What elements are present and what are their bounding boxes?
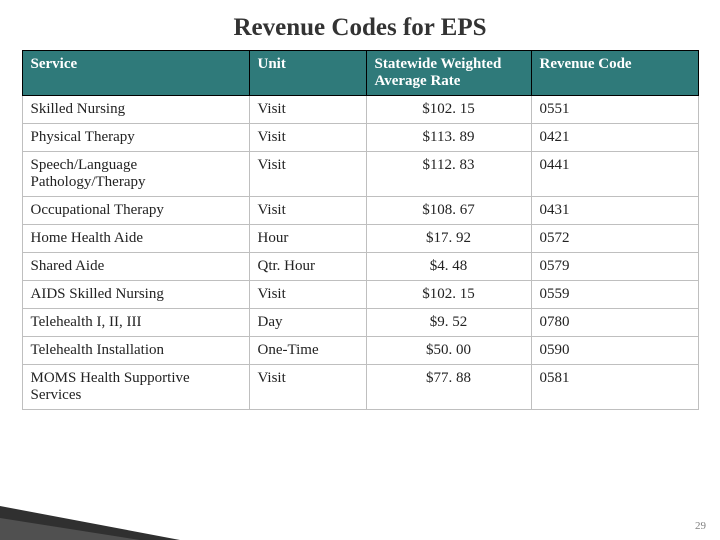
cell-service: Physical Therapy bbox=[22, 124, 249, 152]
table-body: Skilled NursingVisit$102. 150551Physical… bbox=[22, 96, 698, 410]
table-row: Home Health AideHour$17. 920572 bbox=[22, 225, 698, 253]
cell-unit: Qtr. Hour bbox=[249, 253, 366, 281]
cell-rate: $108. 67 bbox=[366, 197, 531, 225]
cell-rate: $50. 00 bbox=[366, 337, 531, 365]
table-header-row: ServiceUnitStatewide Weighted Average Ra… bbox=[22, 51, 698, 96]
cell-rate: $113. 89 bbox=[366, 124, 531, 152]
column-header-code: Revenue Code bbox=[531, 51, 698, 96]
cell-code: 0431 bbox=[531, 197, 698, 225]
cell-rate: $102. 15 bbox=[366, 96, 531, 124]
column-header-service: Service bbox=[22, 51, 249, 96]
cell-service: MOMS Health Supportive Services bbox=[22, 365, 249, 410]
cell-code: 0421 bbox=[531, 124, 698, 152]
table-row: Speech/Language Pathology/TherapyVisit$1… bbox=[22, 152, 698, 197]
table-row: MOMS Health Supportive ServicesVisit$77.… bbox=[22, 365, 698, 410]
cell-service: Skilled Nursing bbox=[22, 96, 249, 124]
slide-title: Revenue Codes for EPS bbox=[0, 0, 720, 50]
cell-code: 0780 bbox=[531, 309, 698, 337]
cell-rate: $102. 15 bbox=[366, 281, 531, 309]
cell-rate: $112. 83 bbox=[366, 152, 531, 197]
cell-rate: $9. 52 bbox=[366, 309, 531, 337]
cell-code: 0590 bbox=[531, 337, 698, 365]
cell-unit: Visit bbox=[249, 152, 366, 197]
table-header: ServiceUnitStatewide Weighted Average Ra… bbox=[22, 51, 698, 96]
cell-service: Home Health Aide bbox=[22, 225, 249, 253]
cell-unit: Visit bbox=[249, 96, 366, 124]
cell-unit: Visit bbox=[249, 365, 366, 410]
cell-code: 0559 bbox=[531, 281, 698, 309]
page-number: 29 bbox=[695, 520, 706, 532]
table-row: Physical TherapyVisit$113. 890421 bbox=[22, 124, 698, 152]
cell-code: 0579 bbox=[531, 253, 698, 281]
cell-service: Speech/Language Pathology/Therapy bbox=[22, 152, 249, 197]
column-header-rate: Statewide Weighted Average Rate bbox=[366, 51, 531, 96]
cell-rate: $17. 92 bbox=[366, 225, 531, 253]
cell-unit: One-Time bbox=[249, 337, 366, 365]
cell-unit: Visit bbox=[249, 281, 366, 309]
cell-service: Occupational Therapy bbox=[22, 197, 249, 225]
table-row: Telehealth InstallationOne-Time$50. 0005… bbox=[22, 337, 698, 365]
cell-service: Telehealth I, II, III bbox=[22, 309, 249, 337]
table-row: Occupational TherapyVisit$108. 670431 bbox=[22, 197, 698, 225]
cell-service: Shared Aide bbox=[22, 253, 249, 281]
cell-unit: Visit bbox=[249, 197, 366, 225]
corner-accent-light bbox=[0, 518, 140, 540]
table-row: Telehealth I, II, IIIDay$9. 520780 bbox=[22, 309, 698, 337]
cell-unit: Visit bbox=[249, 124, 366, 152]
cell-code: 0572 bbox=[531, 225, 698, 253]
column-header-unit: Unit bbox=[249, 51, 366, 96]
cell-service: Telehealth Installation bbox=[22, 337, 249, 365]
table-row: Shared AideQtr. Hour$4. 480579 bbox=[22, 253, 698, 281]
table-row: Skilled NursingVisit$102. 150551 bbox=[22, 96, 698, 124]
cell-code: 0441 bbox=[531, 152, 698, 197]
cell-rate: $4. 48 bbox=[366, 253, 531, 281]
cell-code: 0581 bbox=[531, 365, 698, 410]
cell-code: 0551 bbox=[531, 96, 698, 124]
cell-service: AIDS Skilled Nursing bbox=[22, 281, 249, 309]
cell-unit: Hour bbox=[249, 225, 366, 253]
table-row: AIDS Skilled NursingVisit$102. 150559 bbox=[22, 281, 698, 309]
cell-unit: Day bbox=[249, 309, 366, 337]
cell-rate: $77. 88 bbox=[366, 365, 531, 410]
revenue-codes-table: ServiceUnitStatewide Weighted Average Ra… bbox=[22, 50, 699, 410]
